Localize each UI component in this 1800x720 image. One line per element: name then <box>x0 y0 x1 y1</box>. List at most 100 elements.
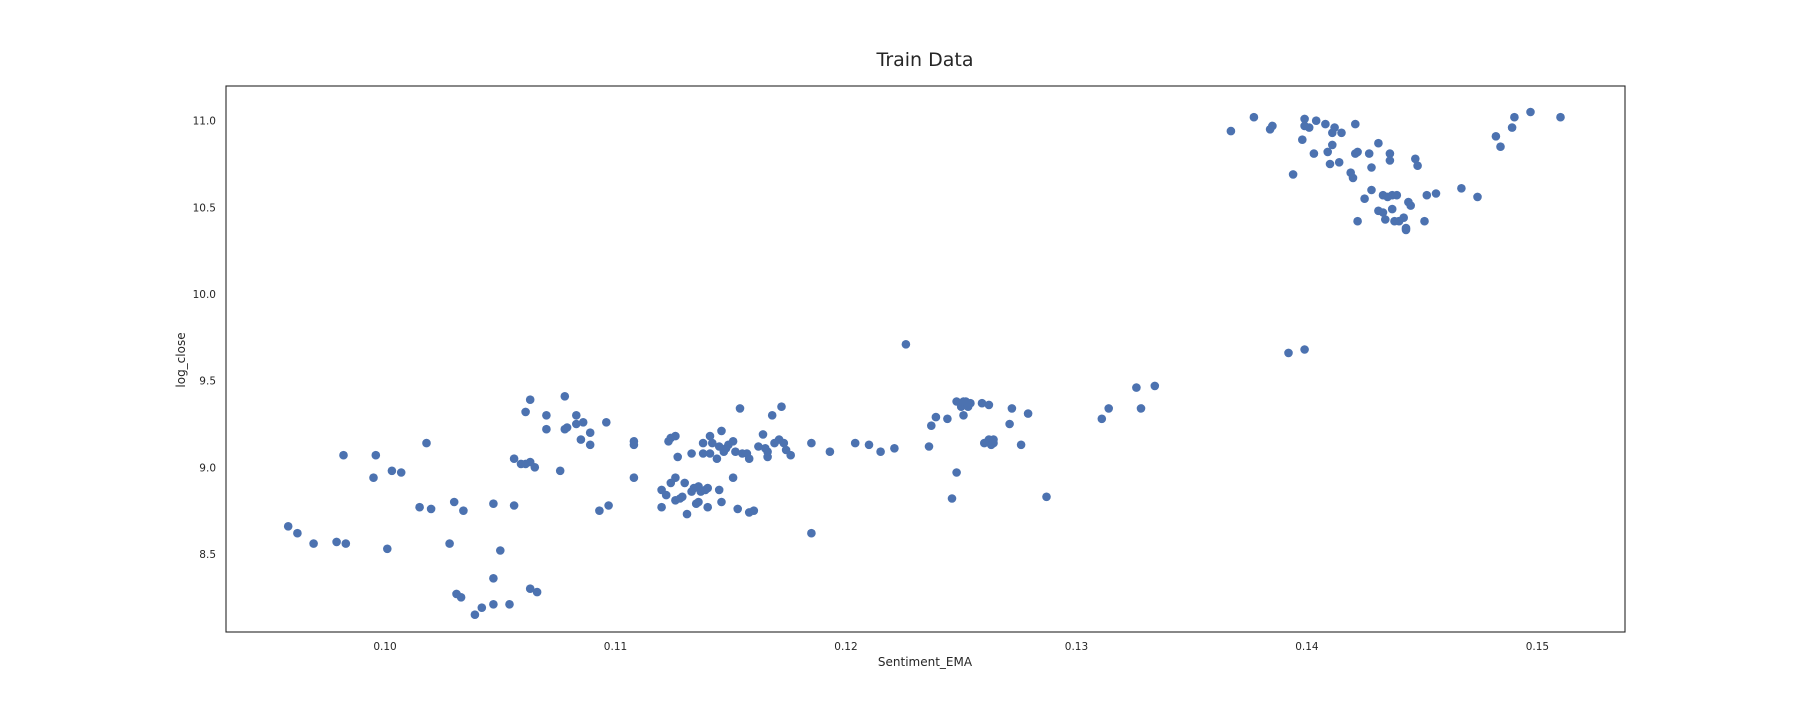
scatter-point <box>1104 404 1113 413</box>
scatter-point <box>698 449 708 458</box>
scatter-point <box>1132 383 1141 392</box>
scatter-point <box>661 490 671 500</box>
scatter-point <box>703 483 712 493</box>
scatter-point <box>1385 156 1395 165</box>
scatter-point <box>309 539 318 548</box>
x-tick-label: 0.13 <box>1065 641 1088 653</box>
scatter-point <box>1136 404 1146 413</box>
scatter-point <box>1378 208 1388 217</box>
scatter-point <box>477 603 487 612</box>
scatter-point <box>682 509 692 519</box>
scatter-point <box>959 411 968 420</box>
scatter-point <box>422 438 431 448</box>
scatter-point <box>396 468 406 477</box>
scatter-point <box>1413 161 1422 170</box>
scatter-point <box>767 411 777 420</box>
scatter-point <box>1381 215 1390 224</box>
scatter-point <box>966 398 975 408</box>
scatter-point <box>1411 154 1420 164</box>
scatter-point <box>1374 138 1383 148</box>
scatter-point <box>595 506 604 515</box>
scatter-point <box>708 438 717 448</box>
scatter-point <box>1510 112 1519 122</box>
scatter-point <box>383 544 392 554</box>
scatter-point <box>1348 173 1358 183</box>
scatter-point <box>585 440 595 450</box>
scatter-point <box>943 414 952 424</box>
scatter-point <box>1360 194 1369 203</box>
scatter-point <box>532 587 542 597</box>
y-tick-label: 10.0 <box>193 289 216 301</box>
scatter-point <box>489 574 498 583</box>
scatter-point <box>1330 123 1339 132</box>
scatter-point <box>562 423 572 432</box>
x-tick-label: 0.15 <box>1526 641 1549 653</box>
scatter-point <box>1321 119 1330 129</box>
scatter-point <box>459 506 468 515</box>
scatter-point <box>542 411 551 420</box>
scatter-point <box>1392 190 1402 200</box>
scatter-point <box>678 492 687 502</box>
scatter-point <box>629 437 639 446</box>
scatter-point <box>749 506 759 515</box>
scatter-point <box>369 473 378 483</box>
scatter-point <box>1385 149 1395 158</box>
scatter-point <box>602 418 611 427</box>
y-tick-label: 9.5 <box>199 376 216 388</box>
data-points <box>283 107 1565 619</box>
scatter-point <box>1496 142 1505 151</box>
scatter-point <box>1268 121 1277 131</box>
scatter-point <box>1422 190 1432 200</box>
scatter-point <box>1325 159 1335 169</box>
scatter-point <box>542 424 551 434</box>
scatter-point <box>426 504 436 514</box>
scatter-point <box>1431 189 1441 198</box>
y-axis-label: log_close <box>174 332 188 387</box>
scatter-point <box>717 497 726 507</box>
scatter-point <box>1334 158 1344 167</box>
scatter-point <box>1364 149 1374 158</box>
scatter-point <box>687 449 696 458</box>
scatter-point <box>1288 170 1298 179</box>
scatter-point <box>758 430 768 439</box>
scatter-point <box>1401 223 1411 233</box>
scatter-point <box>341 539 351 548</box>
scatter-point <box>332 537 341 547</box>
scatter-point <box>1097 414 1107 424</box>
scatter-point <box>496 546 505 555</box>
x-tick-label: 0.12 <box>834 641 857 653</box>
scatter-point <box>735 404 745 413</box>
scatter-point <box>572 411 581 420</box>
scatter-point <box>293 528 302 538</box>
scatter-point <box>989 435 998 444</box>
scatter-point <box>876 447 885 457</box>
scatter-point <box>864 440 874 450</box>
scatter-point <box>1457 184 1466 193</box>
scatter-point <box>1526 107 1535 117</box>
scatter-point <box>703 502 712 512</box>
scatter-point <box>1473 192 1482 202</box>
scatter-point <box>283 522 293 531</box>
scatter-point <box>489 499 498 509</box>
scatter-point <box>449 497 459 507</box>
scatter-point <box>1353 216 1362 226</box>
y-tick-label: 11.0 <box>193 116 216 128</box>
scatter-point <box>1507 123 1517 132</box>
scatter-point <box>952 468 961 477</box>
scatter-point <box>698 438 708 448</box>
scatter-point <box>931 412 941 422</box>
scatter-point <box>456 593 466 602</box>
scatter-point <box>1300 345 1309 354</box>
scatter-point <box>977 398 987 408</box>
scatter-point <box>339 450 348 460</box>
scatter-point <box>717 426 726 436</box>
scatter-point <box>1309 149 1319 158</box>
scatter-point <box>890 444 899 453</box>
x-tick-label: 0.11 <box>604 641 627 653</box>
scatter-point <box>1351 119 1360 129</box>
scatter-point <box>777 402 786 412</box>
scatter-point <box>1323 147 1332 157</box>
y-axis-ticks: 8.5 9.0 9.5 10.0 10.5 11.0 <box>193 116 216 561</box>
scatter-point <box>850 438 860 448</box>
scatter-point <box>509 501 519 510</box>
